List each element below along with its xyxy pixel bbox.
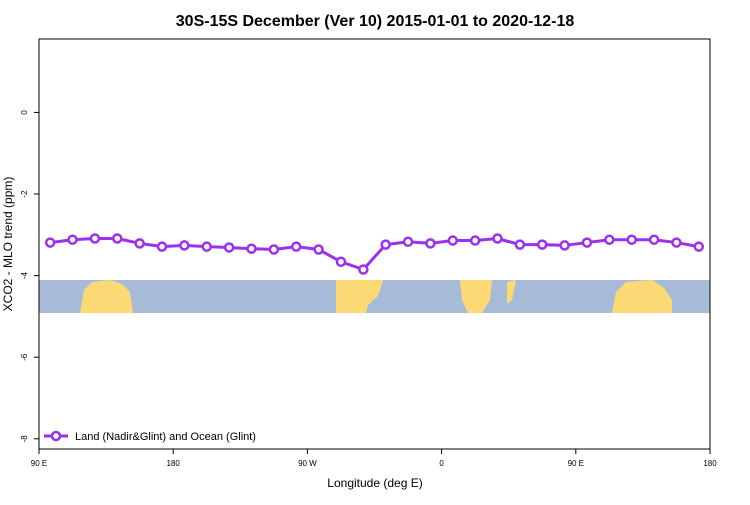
chart-title: 30S-15S December (Ver 10) 2015-01-01 to … <box>176 13 575 30</box>
x-tick-label: 0 <box>439 459 444 468</box>
point <box>335 256 347 267</box>
point <box>156 241 168 252</box>
y-tick-label: -4 <box>20 272 29 280</box>
point <box>358 264 369 275</box>
x-tick-label: 90 E <box>31 459 47 468</box>
world-map-band <box>39 280 710 313</box>
point <box>380 239 391 250</box>
point <box>425 238 436 249</box>
point <box>290 241 302 252</box>
x-axis-label: Longitude (deg E) <box>327 476 422 490</box>
x-tick-label: 90 E <box>568 459 584 468</box>
y-tick-label: -6 <box>20 353 29 361</box>
y-tick-label: 0 <box>20 110 29 115</box>
plot-frame <box>38 38 711 450</box>
point <box>89 233 101 244</box>
point <box>112 233 123 244</box>
legend: Land (Nadir&Glint) and Ocean (Glint) <box>44 430 256 443</box>
point <box>134 238 145 249</box>
point <box>537 239 548 250</box>
legend-label: Land (Nadir&Glint) and Ocean (Glint) <box>75 431 256 443</box>
point <box>604 234 615 245</box>
point <box>246 243 257 254</box>
point <box>469 235 481 246</box>
point <box>626 234 637 245</box>
point <box>671 237 682 248</box>
y-axis-label: XCO2 - MLO trend (ppm) <box>1 177 15 312</box>
point <box>648 234 660 245</box>
x-tick-label: 180 <box>703 459 717 468</box>
point <box>447 235 459 246</box>
point <box>223 242 235 253</box>
point <box>201 241 212 252</box>
legend-marker <box>50 430 62 442</box>
point <box>44 237 56 248</box>
x-tick-label: 180 <box>167 459 181 468</box>
point <box>514 239 526 250</box>
point <box>402 236 414 248</box>
point <box>67 234 78 245</box>
point <box>492 233 503 244</box>
point <box>313 244 324 255</box>
point <box>693 241 705 252</box>
point <box>268 244 280 255</box>
point <box>581 237 593 248</box>
point <box>179 240 190 251</box>
x-tick-label: 90 W <box>298 459 317 468</box>
point <box>559 240 570 251</box>
series-line <box>49 236 700 272</box>
y-tick-label: -2 <box>20 190 29 198</box>
y-tick-label: -8 <box>20 435 29 443</box>
